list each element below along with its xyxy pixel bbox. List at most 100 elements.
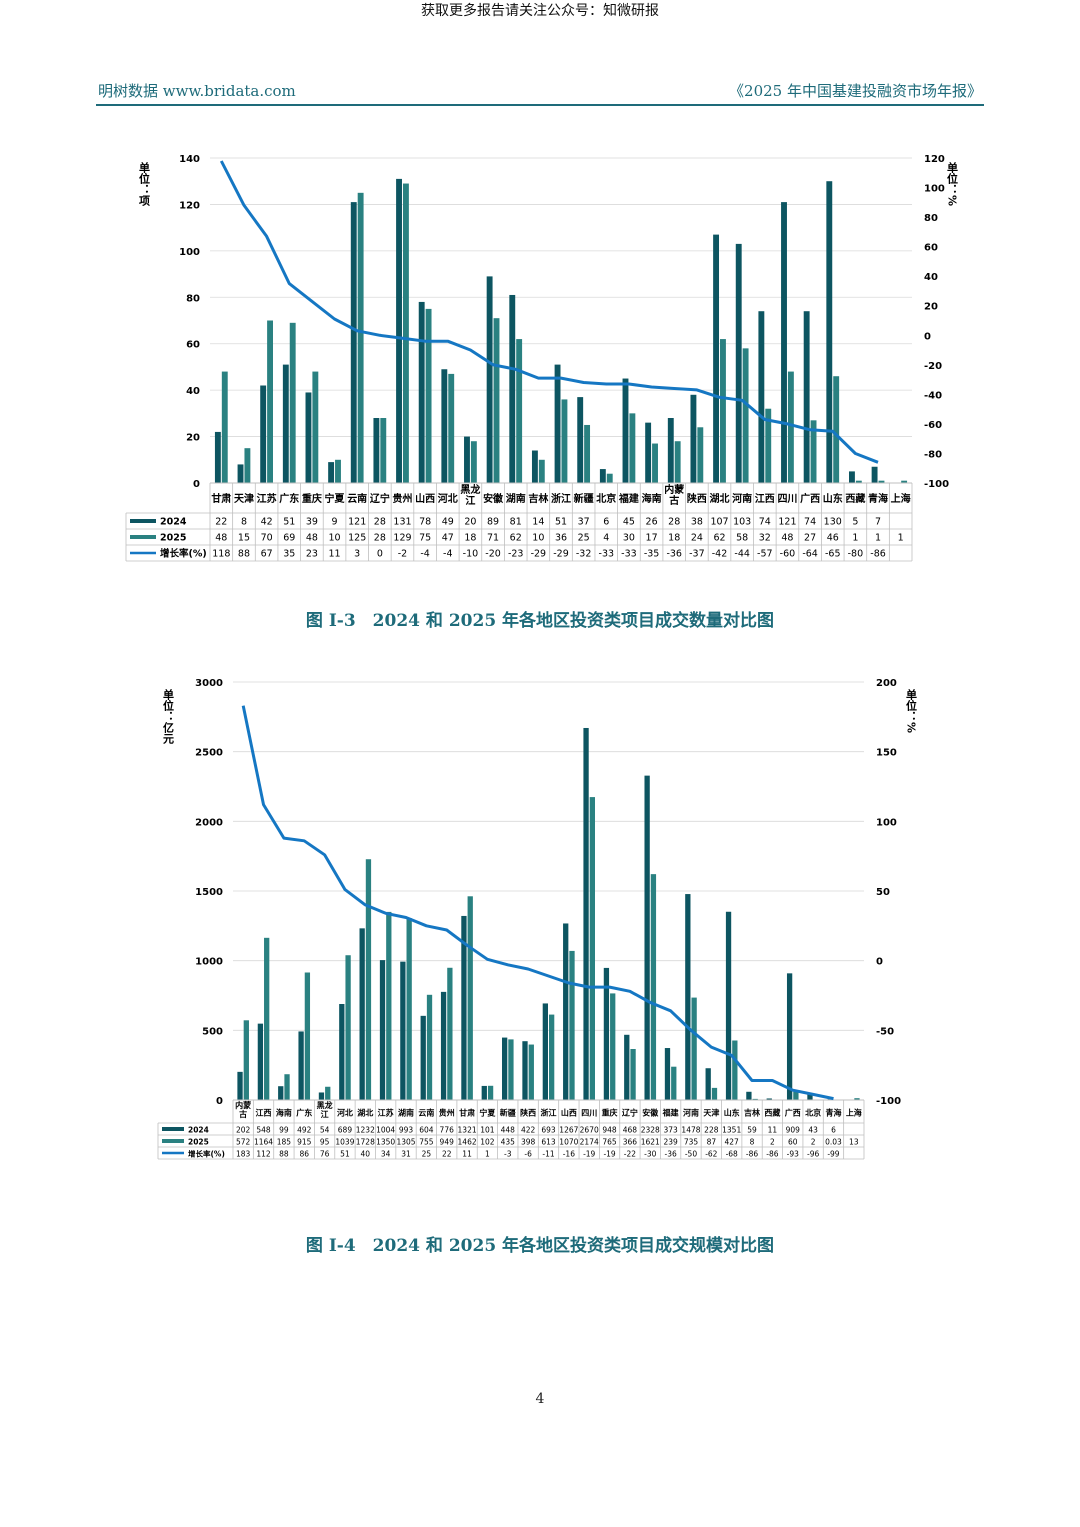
category-label: 广西	[800, 492, 820, 505]
bar-2024-20	[644, 775, 650, 1100]
table-value: 51	[283, 517, 295, 528]
table-value: 24	[691, 533, 703, 544]
category-label: 内蒙	[664, 483, 684, 496]
bar-2025-0	[243, 1020, 249, 1100]
bar-2025-10	[447, 967, 453, 1100]
category-label: 西藏	[845, 492, 865, 505]
category-label: 天津	[703, 1108, 719, 1118]
table-value: -11	[542, 1150, 554, 1159]
y2-tick-label: 50	[876, 887, 890, 898]
table-value: 86	[299, 1150, 309, 1159]
table-value: 422	[521, 1126, 536, 1135]
table-value: 87	[707, 1138, 717, 1147]
y2-tick-label: -40	[924, 390, 942, 401]
table-value: 1	[852, 533, 858, 544]
table-value: 23	[306, 549, 318, 560]
bar-2025-23	[711, 1087, 718, 1100]
bar-2024-0	[214, 431, 221, 483]
y-tick-label: 80	[186, 293, 200, 304]
bar-2025-18	[629, 413, 636, 483]
table-value: 51	[340, 1150, 350, 1159]
y2-tick-label: 200	[876, 678, 897, 689]
category-label: 江西	[755, 492, 775, 505]
y-tick-label: 2000	[195, 817, 223, 828]
bar-2024-9	[420, 1015, 426, 1100]
table-value: 38	[691, 517, 703, 528]
bar-2025-14	[538, 459, 545, 483]
bar-2025-17	[589, 797, 596, 1100]
category-label: 山东	[724, 1108, 740, 1118]
table-value: 993	[399, 1126, 414, 1135]
category-label: 山西	[415, 492, 435, 505]
table-value: -3	[504, 1150, 512, 1159]
table-value: 71	[487, 533, 499, 544]
category-label: 广东	[296, 1108, 312, 1118]
y2-tick-label: 0	[924, 331, 931, 342]
table-value: -33	[621, 549, 637, 560]
category-label: 甘肃	[211, 492, 231, 505]
y2-tick-label: 60	[924, 243, 938, 254]
bar-2025-2	[284, 1074, 290, 1100]
table-value: 62	[510, 533, 522, 544]
table-value: 572	[236, 1138, 251, 1147]
bar-2024-11	[461, 915, 467, 1100]
bar-2025-5	[335, 459, 341, 483]
y-axis-label: 单位：亿元	[162, 688, 175, 745]
bar-2024-24	[758, 311, 765, 483]
bar-2025-20	[674, 441, 681, 483]
table-value: 20	[464, 517, 476, 528]
bar-2024-28	[807, 1094, 813, 1100]
bar-2025-1	[244, 448, 251, 483]
table-value: 74	[759, 517, 771, 528]
table-value: 228	[704, 1126, 719, 1135]
bar-2024-12	[486, 276, 493, 483]
table-value: 1728	[356, 1138, 375, 1147]
header-source: 明树数据 www.bridata.com	[98, 82, 296, 100]
bar-2025-29	[878, 480, 885, 483]
table-value: 32	[759, 533, 771, 544]
bar-2024-5	[328, 462, 335, 483]
category-label: 贵州	[392, 492, 412, 505]
table-value: 239	[663, 1138, 678, 1147]
table-value: -93	[787, 1150, 799, 1159]
table-value: 25	[578, 533, 590, 544]
bar-2025-10	[448, 373, 455, 483]
table-value: 48	[215, 533, 227, 544]
bar-2025-24	[732, 1040, 738, 1100]
y-axis-label: 单位：项	[138, 161, 151, 207]
bar-2024-17	[583, 727, 589, 1100]
category-label: 江苏	[378, 1108, 394, 1118]
y-tick-label: 0	[216, 1096, 223, 1107]
table-value: 121	[778, 517, 796, 528]
category-label: 湖南	[398, 1108, 414, 1118]
table-value: -32	[576, 549, 592, 560]
bar-2025-13	[516, 339, 523, 483]
table-value: 3	[354, 549, 360, 560]
table-value: 1039	[335, 1138, 354, 1147]
bar-2024-2	[278, 1086, 284, 1100]
bar-2025-22	[720, 339, 726, 483]
table-value: -35	[644, 549, 660, 560]
table-value: 101	[480, 1126, 495, 1135]
caption-figure-i3: 图 I-3 2024 和 2025 年各地区投资类项目成交数量对比图	[305, 611, 775, 631]
table-value: 373	[663, 1126, 678, 1135]
table-value: 48	[306, 533, 318, 544]
category-label: 河南	[732, 492, 752, 505]
table-value: 10	[329, 533, 341, 544]
table-value: 37	[578, 517, 590, 528]
bar-2024-8	[400, 961, 406, 1100]
y-tick-label: 60	[186, 340, 200, 351]
category-label: 福建	[618, 492, 640, 505]
table-value: -23	[508, 549, 524, 560]
bar-2025-8	[406, 918, 412, 1100]
table-value: 76	[320, 1150, 330, 1159]
table-value: 4	[603, 533, 609, 544]
table-value: 40	[361, 1150, 371, 1159]
table-value: 1321	[458, 1126, 477, 1135]
header-report-title: 《2025 年中国基建投融资市场年报》	[729, 82, 982, 100]
table-value: 0	[377, 549, 383, 560]
bar-2024-14	[531, 450, 538, 483]
bar-2024-26	[766, 1098, 772, 1100]
table-value: 75	[419, 533, 431, 544]
table-value: 47	[442, 533, 454, 544]
